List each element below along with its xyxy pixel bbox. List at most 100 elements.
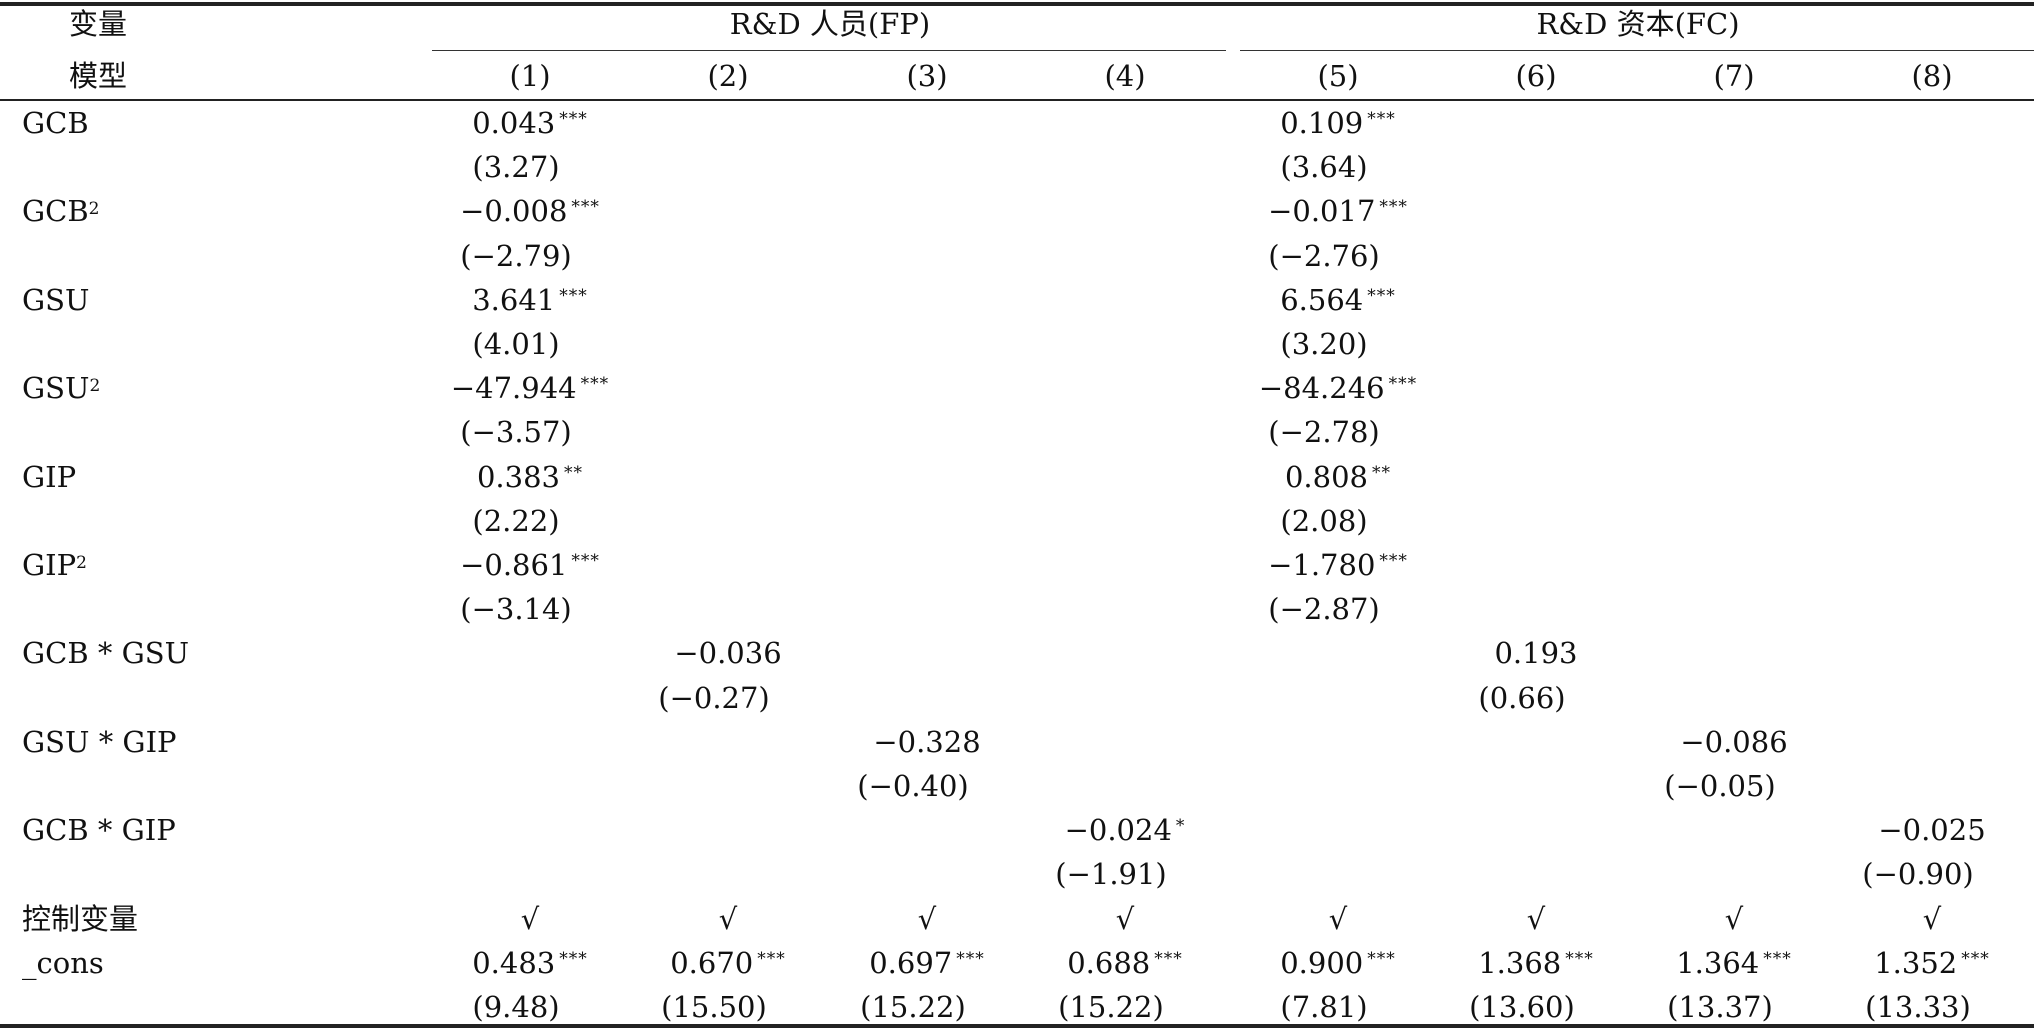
model-number: (7) <box>1713 59 1755 93</box>
coefficient-number: 0.109 <box>1280 106 1364 140</box>
coefficient-value: −0.036 <box>674 635 781 671</box>
t-statistic: (15.22) <box>860 990 966 1024</box>
variable-label-text: GCB * GSU <box>22 636 190 670</box>
model-header: 模型 <box>68 59 128 93</box>
variable-label-text: GCB <box>22 194 89 228</box>
check-mark: √ <box>1724 902 1744 936</box>
variable-label-text: GSU * GIP <box>22 725 177 759</box>
coefficient-number: 0.670 <box>670 946 754 980</box>
fc-group-header: R&D 资本(FC) <box>1536 7 1740 41</box>
coefficient-value: 0.383 ** <box>477 459 583 495</box>
variable-label-text: GIP <box>22 548 77 582</box>
model-number: (1) <box>509 59 551 93</box>
t-statistic: (−0.90) <box>1862 857 1974 891</box>
variable-label: GCB * GIP <box>22 812 176 848</box>
significance-stars: *** <box>1367 109 1396 129</box>
t-statistic: (2.08) <box>1280 504 1368 538</box>
check-mark: √ <box>1526 902 1546 936</box>
t-statistic: (13.60) <box>1469 990 1575 1024</box>
significance-stars: *** <box>757 949 786 969</box>
exponent: 2 <box>76 553 87 573</box>
t-statistic: (−0.40) <box>857 769 969 803</box>
significance-stars: *** <box>956 949 985 969</box>
significance-stars: *** <box>1763 949 1792 969</box>
significance-stars: *** <box>1388 374 1418 394</box>
coefficient-number: −47.944 <box>450 371 577 405</box>
fc-group-underline <box>1240 50 2034 51</box>
constant-coefficient: 0.670 *** <box>670 945 786 981</box>
t-statistic: (3.64) <box>1280 150 1368 184</box>
t-statistic: (3.27) <box>472 150 560 184</box>
constant-label: _cons <box>22 946 104 980</box>
significance-stars: *** <box>1367 286 1396 306</box>
variable-label-text: GIP <box>22 460 77 494</box>
coefficient-number: −84.246 <box>1258 371 1385 405</box>
t-statistic: (9.48) <box>472 990 560 1024</box>
t-statistic: (−2.78) <box>1268 415 1380 449</box>
coefficient-value: −0.861 *** <box>460 547 600 583</box>
t-statistic: (13.33) <box>1865 990 1971 1024</box>
t-statistic: (15.22) <box>1058 990 1164 1024</box>
variable-label: GSU <box>22 282 89 318</box>
check-mark: √ <box>718 902 738 936</box>
significance-stars: *** <box>559 109 588 129</box>
variable-header: 变量 <box>68 7 128 41</box>
variable-label: GSU2 <box>22 370 100 406</box>
t-statistic: (3.20) <box>1280 327 1368 361</box>
coefficient-number: 0.193 <box>1494 636 1578 670</box>
variable-label: GCB <box>22 105 89 141</box>
coefficient-value: −47.944 *** <box>451 370 609 406</box>
check-mark: √ <box>917 902 937 936</box>
coefficient-value: −0.008 *** <box>460 193 600 229</box>
variable-label: GIP2 <box>22 547 87 583</box>
coefficient-value: 0.193 <box>1494 635 1577 671</box>
variable-label-text: GSU <box>22 283 90 317</box>
variable-label-text: GCB <box>22 106 89 140</box>
t-statistic: (−3.14) <box>460 592 572 626</box>
t-statistic: (−0.27) <box>658 681 770 715</box>
coefficient-number: −0.328 <box>873 725 981 759</box>
significance-stars: *** <box>1961 949 1990 969</box>
significance-stars: ** <box>564 463 584 483</box>
coefficient-number: −0.036 <box>674 636 782 670</box>
significance-stars: *** <box>1565 949 1594 969</box>
significance-stars: ** <box>1372 463 1392 483</box>
coefficient-value: 6.564 *** <box>1280 282 1396 318</box>
t-statistic: (−3.57) <box>460 415 572 449</box>
coefficient-number: −0.008 <box>460 194 568 228</box>
constant-coefficient: 1.352 *** <box>1874 945 1990 981</box>
variable-label: GSU * GIP <box>22 724 177 760</box>
header-rule <box>0 99 2034 101</box>
controls-label: 控制变量 <box>22 902 139 936</box>
coefficient-number: 0.483 <box>472 946 556 980</box>
constant-coefficient: 1.368 *** <box>1478 945 1594 981</box>
coefficient-number: 0.383 <box>476 460 561 494</box>
t-statistic: (−1.91) <box>1055 857 1167 891</box>
coefficient-value: −84.246 *** <box>1259 370 1417 406</box>
coefficient-value: −0.086 <box>1680 724 1787 760</box>
coefficient-number: 3.641 <box>472 283 556 317</box>
t-statistic: (4.01) <box>472 327 560 361</box>
coefficient-value: 0.043 *** <box>472 105 588 141</box>
significance-stars: *** <box>580 374 610 394</box>
significance-stars: *** <box>559 949 588 969</box>
coefficient-value: −0.024 * <box>1065 812 1186 848</box>
constant-coefficient: 0.688 *** <box>1067 945 1183 981</box>
coefficient-number: 0.688 <box>1067 946 1151 980</box>
coefficient-number: −0.025 <box>1878 813 1986 847</box>
significance-stars: *** <box>1154 949 1183 969</box>
coefficient-number: −0.861 <box>460 548 568 582</box>
variable-label-text: GCB * GIP <box>22 813 176 847</box>
significance-stars: * <box>1175 816 1186 836</box>
coefficient-value: −1.780 *** <box>1268 547 1408 583</box>
coefficient-number: 1.364 <box>1676 946 1760 980</box>
t-statistic: (−2.76) <box>1268 239 1380 273</box>
coefficient-value: −0.328 <box>873 724 980 760</box>
bottom-rule <box>0 1024 2034 1028</box>
model-number: (6) <box>1515 59 1557 93</box>
coefficient-number: 6.564 <box>1280 283 1364 317</box>
variable-label: GCB2 <box>22 193 100 229</box>
coefficient-number: 0.808 <box>1284 460 1369 494</box>
coefficient-number: 0.697 <box>869 946 953 980</box>
t-statistic: (−0.05) <box>1664 769 1776 803</box>
